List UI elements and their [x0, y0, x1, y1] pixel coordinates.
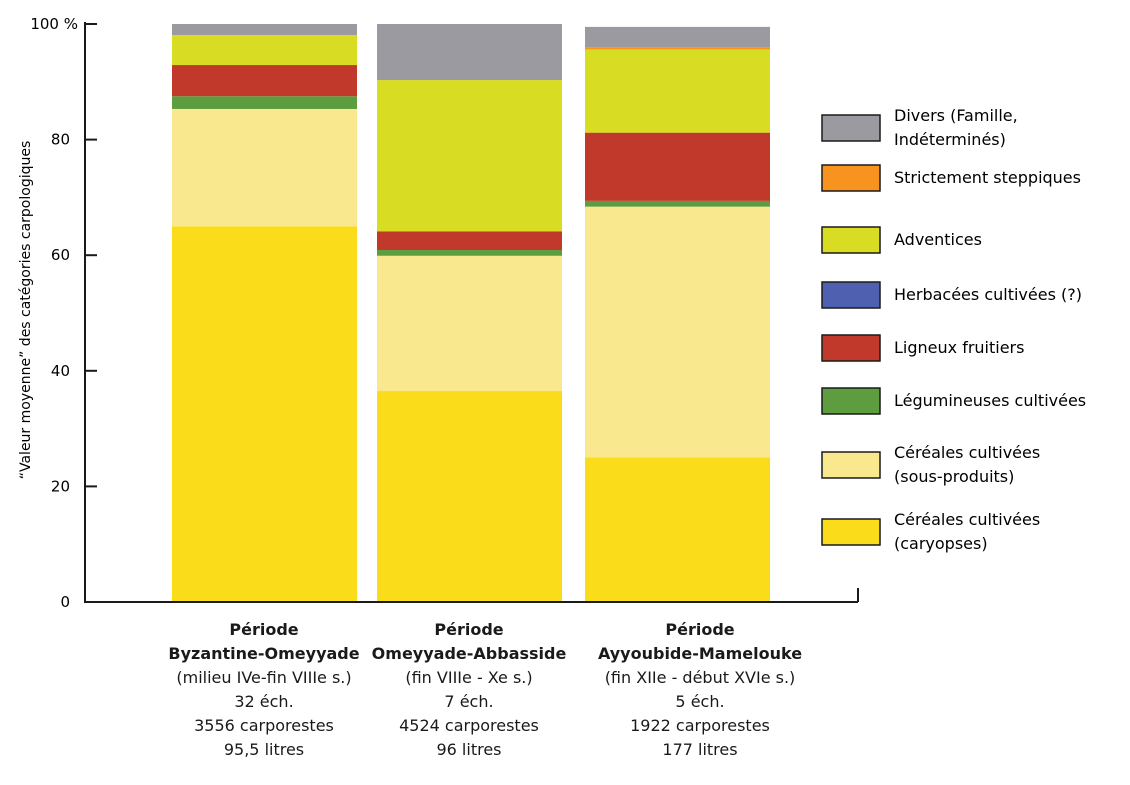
category-3-line-3: (fin XIIe - début XVIe s.)	[604, 668, 796, 687]
bar-segment-3-divers-famille-ind-termin-s	[585, 26, 770, 48]
legend-swatch-c-r-ales-cultiv-es-caryopses	[821, 518, 881, 546]
category-label-3: Période Ayyoubide-Mamelouke (fin XIIe - dé…	[585, 618, 815, 762]
category-3-line-1: Période	[665, 620, 735, 639]
bar-segment-2-l-gumineuses-cultiv-es	[377, 249, 562, 256]
bar-segment-1-adventices	[172, 34, 357, 66]
legend-swatch-herbac-es-cultiv-es	[821, 281, 881, 309]
category-2-line-3: (fin VIIIe - Xe s.)	[405, 668, 533, 687]
legend-label-adventices: Adventices	[894, 230, 982, 249]
bar-segment-3-c-r-ales-cultiv-es-sous-produits	[585, 206, 770, 458]
legend-swatch-adventices	[821, 226, 881, 254]
bar-segment-1-ligneux-fruitiers	[172, 65, 357, 97]
legend-label-ligneux-fruitiers: Ligneux fruitiers	[894, 338, 1024, 357]
bar-segment-3-c-r-ales-cultiv-es-caryopses	[585, 457, 770, 602]
category-2-line-5: 4524 carporestes	[399, 716, 539, 735]
category-1-line-6: 95,5 litres	[223, 740, 305, 759]
legend-swatch-ligneux-fruitiers	[821, 334, 881, 362]
category-1-line-4: 32 éch.	[234, 692, 294, 711]
bar-segment-3-l-gumineuses-cultiv-es	[585, 200, 770, 207]
bar-segment-1-l-gumineuses-cultiv-es	[172, 96, 357, 109]
legend-label-c-r-ales-cultiv-es-sous-produits-line-2: (sous-produits)	[894, 467, 1014, 486]
category-1-line-1: Période	[229, 620, 299, 639]
legend-label-herbac-es-cultiv-es: Herbacées cultivées (?)	[894, 285, 1082, 304]
legend-label-divers-famille-ind-termin-s-line-1: Divers (Famille,	[894, 106, 1018, 125]
legend-label-strictement-steppiques: Strictement steppiques	[894, 168, 1081, 187]
category-3-line-5: 1922 carporestes	[630, 716, 770, 735]
bar-segment-2-adventices	[377, 80, 562, 232]
legend-swatch-l-gumineuses-cultiv-es	[821, 387, 881, 415]
category-3-line-4: 5 éch.	[675, 692, 725, 711]
category-1-line-3: (milieu IVe-fin VIIIe s.)	[176, 668, 352, 687]
category-2-line-1: Période	[434, 620, 504, 639]
legend-label-l-gumineuses-cultiv-es: Légumineuses cultivées	[894, 391, 1086, 410]
bars-layer	[172, 24, 770, 603]
y-tick-label-40: 40	[51, 362, 70, 380]
legend-label-divers-famille-ind-termin-s-line-2: Indéterminés)	[894, 130, 1006, 149]
bar-segment-3-strictement-steppiques	[585, 47, 770, 50]
legend-swatch-c-r-ales-cultiv-es-sous-produits	[821, 451, 881, 479]
bar-segment-1-c-r-ales-cultiv-es-sous-produits	[172, 108, 357, 227]
bar-segment-1-c-r-ales-cultiv-es-caryopses	[172, 226, 357, 603]
legend-label-c-r-ales-cultiv-es-caryopses-line-1: Céréales cultivées	[894, 510, 1040, 529]
axes-layer: 0 20 40 60 80 100 % “Valeur moyenne” des catég…	[18, 15, 859, 611]
category-1-line-2: Byzantine-Omeyyade	[168, 644, 360, 663]
bar-segment-2-c-r-ales-cultiv-es-caryopses	[377, 391, 562, 602]
y-tick-label-60: 60	[51, 246, 70, 264]
category-label-2: Période Omeyyade-Abbasside (fin VIIIe - Xe…	[354, 618, 584, 762]
bar-segment-2-divers-famille-ind-termin-s	[377, 24, 562, 81]
legend-label-c-r-ales-cultiv-es-sous-produits-line-1: Céréales cultivées	[894, 443, 1040, 462]
y-tick-label-0: 0	[60, 593, 70, 611]
bar-segment-3-ligneux-fruitiers	[585, 132, 770, 201]
legend-swatch-strictement-steppiques	[821, 164, 881, 192]
category-2-line-2: Omeyyade-Abbasside	[371, 644, 567, 663]
bar-segment-2-ligneux-fruitiers	[377, 231, 562, 250]
category-2-line-4: 7 éch.	[444, 692, 494, 711]
bar-segment-2-c-r-ales-cultiv-es-sous-produits	[377, 255, 562, 392]
y-tick-label-20: 20	[51, 477, 70, 495]
y-tick-label-80: 80	[51, 131, 70, 149]
category-1-line-5: 3556 carporestes	[194, 716, 334, 735]
category-3-line-6: 177 litres	[662, 740, 738, 759]
bar-segment-3-adventices	[585, 49, 770, 133]
y-axis-title: “Valeur moyenne” des catégories carpolog…	[18, 141, 34, 480]
bar-segment-1-divers-famille-ind-termin-s	[172, 24, 357, 35]
legend-swatch-divers-famille-ind-termin-s	[821, 114, 881, 142]
y-tick-label-100: 100 %	[30, 15, 78, 33]
category-3-line-2: Ayyoubide-Mamelouke	[597, 644, 803, 663]
category-2-line-6: 96 litres	[436, 740, 502, 759]
category-label-1: Période Byzantine-Omeyyade (milieu IVe-fin…	[149, 618, 379, 762]
legend: Divers (Famille, Indéterminés) Strictement…	[821, 106, 1086, 553]
legend-label-c-r-ales-cultiv-es-caryopses-line-2: (caryopses)	[894, 534, 988, 553]
